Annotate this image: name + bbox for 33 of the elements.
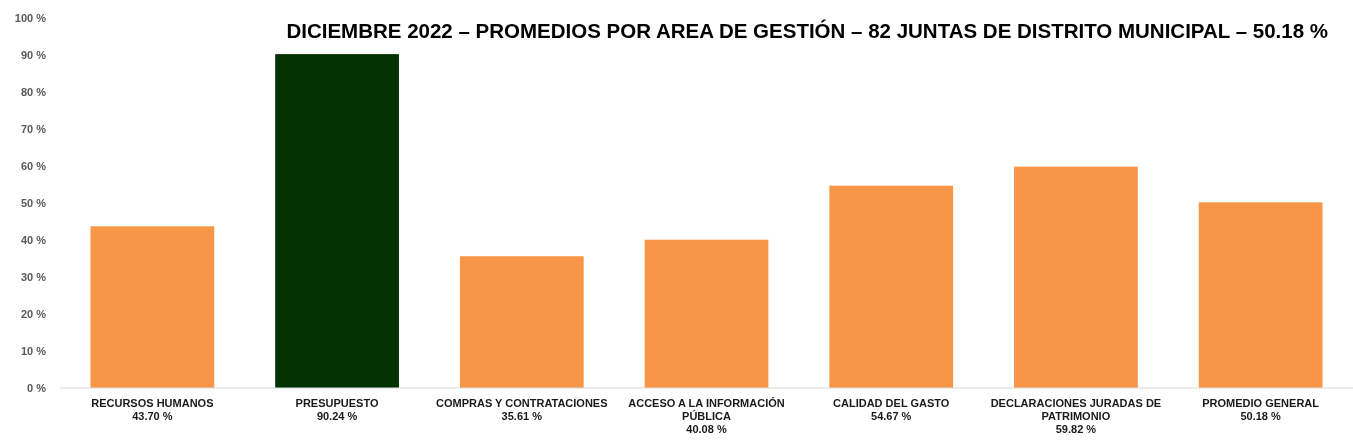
y-tick-label: 50 % [20,196,47,209]
x-tick-label: DECLARACIONES JURADAS DE PATRIMONIO [990,397,1162,422]
x-tick-label: ACCESO A LA INFORMACIÓN PÚBLICA [628,397,785,422]
data-label: 54.67 % [871,410,912,422]
y-tick-label: 90 % [20,48,47,61]
bar [829,185,954,388]
x-tick-label: PROMEDIO GENERAL [1202,397,1320,409]
chart-title: DICIEMBRE 2022 – PROMEDIOS POR AREA DE GESTIÓN – 82 JUNTAS DE DISTRITO MUNICIPAL – 50.18 % [286,19,1328,42]
x-tick-label: RECURSOS HUMANOS [91,397,214,409]
bar [644,239,769,388]
x-tick-label: PRESUPUESTO [295,397,379,409]
bar [1198,202,1323,388]
data-label: 35.61 % [501,410,543,422]
bar [459,256,584,388]
data-label: 40.08 % [686,423,727,435]
data-label: 59.82 % [1055,423,1097,435]
data-label: 90.24 % [316,410,358,422]
data-label: 43.70 % [132,410,173,422]
y-tick-label: 30 % [20,270,47,283]
y-tick-label: 80 % [20,85,47,98]
bar [275,54,399,388]
bar [90,226,215,388]
y-tick-label: 0 % [27,381,47,394]
y-tick-label: 40 % [20,233,47,246]
x-tick-label: COMPRAS Y CONTRATACIONES [436,397,608,409]
y-tick-label: 100 % [14,11,47,24]
y-tick-label: 60 % [20,159,47,172]
y-tick-label: 70 % [20,122,47,135]
y-tick-label: 20 % [20,307,47,320]
bar [1014,166,1138,388]
x-tick-label: CALIDAD DEL GASTO [833,397,950,409]
data-label: 50.18 % [1240,410,1282,422]
y-tick-label: 10 % [20,344,47,357]
